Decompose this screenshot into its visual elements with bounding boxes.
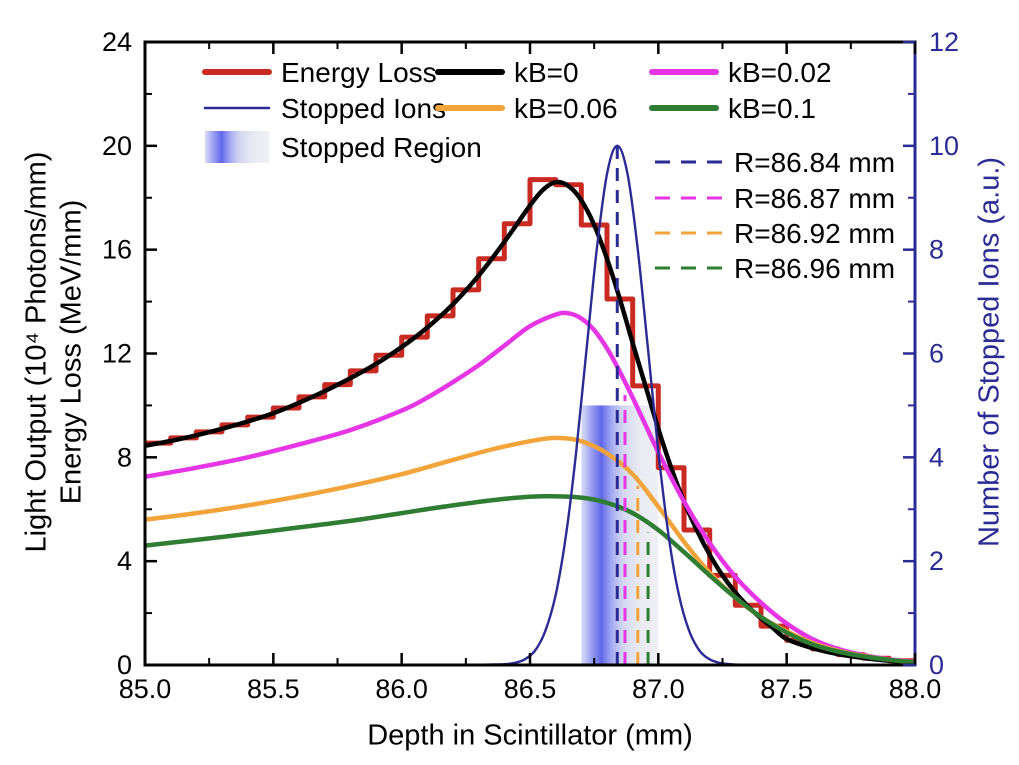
y-left-tick-label: 8 [117,442,132,472]
legend-label: Stopped Ions [281,93,446,124]
legend-label: Stopped Region [281,132,482,163]
legend-item-energy-loss: Energy Loss [202,57,437,88]
legend-item-kb-0-06: kB=0.06 [435,93,618,124]
x-tick-label: 87.5 [760,674,813,704]
y-right-tick-label: 8 [929,235,944,265]
x-tick-label: 85.5 [247,674,300,704]
y-right-tick-label: 6 [929,339,944,369]
series-curve-kb-0-02 [144,310,916,665]
legend-item-kb-0-02: kB=0.02 [649,57,832,88]
x-axis-title: Depth in Scintillator (mm) [367,719,693,752]
legend-item-stopped-ions: Stopped Ions [203,93,446,124]
y-axis-left-title: Light Output (10⁴ Photons/mm) Energy Los… [20,152,91,553]
x-tick-label: 87.0 [632,674,685,704]
x-tick-label: 86.5 [504,674,557,704]
legend-item-kb-0: kB=0 [435,57,579,88]
x-tick-label: 85.0 [119,674,172,704]
y-left-tick-label: 4 [117,546,132,576]
series-curve-kb-0-06 [144,435,916,665]
y-right-tick-label: 2 [929,546,944,576]
series-curve-kb-0-1 [144,494,916,665]
legend-item-r-86-84-mm: R=86.84 mm [655,147,895,178]
x-tick-label: 88.0 [889,674,942,704]
x-tick-label: 86.0 [375,674,428,704]
y-left-tick-label: 16 [102,235,132,265]
y-left-tick-label: 24 [102,27,132,57]
legend-label: kB=0 [514,57,579,88]
y-right-tick-label: 10 [929,131,959,161]
legend-label: Energy Loss [281,57,437,88]
legend-item-r-86-92-mm: R=86.92 mm [655,218,895,249]
legend-swatch-stopped-region [205,131,269,163]
legend-label: R=86.87 mm [734,183,895,214]
legend-item-r-86-87-mm: R=86.87 mm [655,183,895,214]
legend-label: kB=0.06 [514,93,618,124]
legend-label: kB=0.1 [728,93,816,124]
y-left-tick-label: 12 [102,339,132,369]
y-left-tick-label: 0 [117,650,132,680]
legend-label: R=86.92 mm [734,218,895,249]
legend-item-r-86-96-mm: R=86.96 mm [655,253,895,284]
y-right-tick-label: 0 [929,650,944,680]
y-axis-left-title-line1: Light Output (10⁴ Photons/mm) [20,151,53,553]
y-right-tick-label: 12 [929,27,959,57]
legend-label: R=86.84 mm [734,147,895,178]
y-axis-left-title-line2: Energy Loss (MeV/mm) [56,199,88,505]
y-axis-right-title: Number of Stopped Ions (a.u.) [973,156,1006,548]
legend-label: kB=0.02 [728,57,832,88]
series-curve-energy-loss [145,177,915,664]
legend-item-kb-0-1: kB=0.1 [649,93,816,124]
legend-item-stopped-region: Stopped Region [205,131,482,163]
y-left-tick-label: 20 [102,131,132,161]
legend-label: R=86.96 mm [734,253,895,284]
y-right-tick-label: 4 [929,442,944,472]
